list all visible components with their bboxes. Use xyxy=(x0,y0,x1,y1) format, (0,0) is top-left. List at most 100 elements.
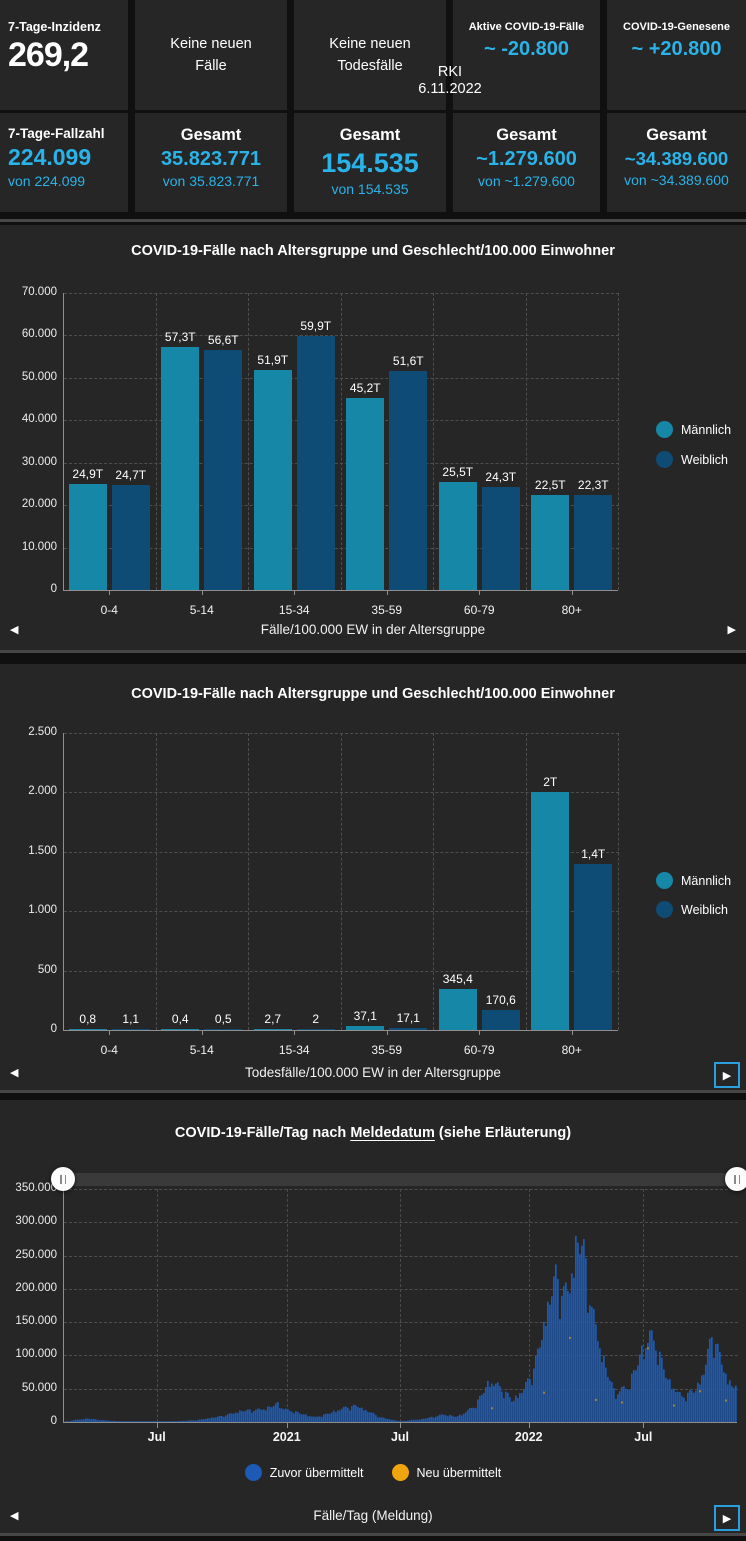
bar-weiblich[interactable] xyxy=(574,863,613,1030)
case-bar[interactable] xyxy=(693,1392,695,1422)
case-bar[interactable] xyxy=(243,1411,245,1423)
case-bar[interactable] xyxy=(555,1264,557,1423)
case-bar[interactable] xyxy=(417,1419,419,1422)
case-bar[interactable] xyxy=(333,1410,335,1422)
case-bar[interactable] xyxy=(187,1420,189,1422)
case-bar[interactable] xyxy=(353,1404,355,1422)
case-bar[interactable] xyxy=(653,1340,655,1422)
case-bar[interactable] xyxy=(371,1412,373,1423)
bar-weiblich[interactable] xyxy=(296,1029,335,1030)
case-bar[interactable] xyxy=(233,1413,235,1422)
case-bar[interactable] xyxy=(81,1419,83,1422)
case-bar[interactable] xyxy=(299,1413,301,1422)
case-bar[interactable] xyxy=(115,1421,117,1422)
case-bar[interactable] xyxy=(615,1398,617,1422)
case-bar[interactable] xyxy=(485,1387,487,1422)
case-bar[interactable] xyxy=(349,1410,351,1422)
case-bar[interactable] xyxy=(411,1419,413,1422)
case-bar[interactable] xyxy=(545,1326,547,1422)
case-bar[interactable] xyxy=(595,1324,597,1422)
case-bar[interactable] xyxy=(177,1421,179,1422)
case-bar[interactable] xyxy=(493,1385,495,1422)
case-bar[interactable] xyxy=(727,1384,729,1423)
case-bar[interactable] xyxy=(291,1411,293,1422)
case-bar[interactable] xyxy=(323,1414,325,1422)
case-bar[interactable] xyxy=(687,1392,689,1422)
bar-weiblich[interactable] xyxy=(389,371,428,590)
case-bar[interactable] xyxy=(219,1415,221,1422)
case-bar[interactable] xyxy=(225,1415,227,1423)
bar-maennlich[interactable] xyxy=(161,346,200,590)
case-bar[interactable] xyxy=(277,1402,279,1422)
case-bar[interactable] xyxy=(127,1421,129,1422)
case-bar[interactable] xyxy=(359,1408,361,1422)
case-bar[interactable] xyxy=(111,1421,113,1422)
case-bar[interactable] xyxy=(471,1408,473,1422)
case-bar[interactable] xyxy=(385,1418,387,1422)
case-bar[interactable] xyxy=(431,1416,433,1422)
case-bar[interactable] xyxy=(527,1378,529,1422)
case-bar[interactable] xyxy=(283,1409,285,1422)
case-bar[interactable] xyxy=(393,1420,395,1422)
bar-weiblich[interactable] xyxy=(204,1029,243,1030)
case-bar[interactable] xyxy=(729,1380,731,1422)
case-bar[interactable] xyxy=(181,1421,183,1422)
case-bar[interactable] xyxy=(605,1367,607,1422)
case-bar[interactable] xyxy=(321,1416,323,1422)
case-bar[interactable] xyxy=(641,1345,643,1422)
legend-item-neu[interactable]: Neu übermittelt xyxy=(391,1464,501,1481)
case-bar[interactable] xyxy=(639,1354,641,1422)
case-bar[interactable] xyxy=(619,1391,621,1422)
case-bar[interactable] xyxy=(259,1408,261,1422)
case-bar[interactable] xyxy=(577,1242,579,1422)
case-bar[interactable] xyxy=(85,1418,87,1422)
case-bar[interactable] xyxy=(267,1406,269,1422)
case-bar[interactable] xyxy=(515,1395,517,1422)
case-bar[interactable] xyxy=(317,1416,319,1423)
case-bar[interactable] xyxy=(719,1352,721,1422)
case-bar[interactable] xyxy=(297,1412,299,1422)
case-bar[interactable] xyxy=(695,1390,697,1422)
bar-weiblich[interactable] xyxy=(481,1009,520,1030)
case-bar[interactable] xyxy=(457,1416,459,1422)
case-bar[interactable] xyxy=(131,1421,133,1422)
legend-item-maennlich[interactable]: Männlich xyxy=(656,421,731,438)
case-bar[interactable] xyxy=(387,1419,389,1422)
case-bar[interactable] xyxy=(135,1421,137,1422)
case-bar[interactable] xyxy=(343,1406,345,1422)
case-bar[interactable] xyxy=(697,1382,699,1422)
case-bar[interactable] xyxy=(453,1416,455,1422)
case-bar[interactable] xyxy=(487,1380,489,1422)
case-bar[interactable] xyxy=(105,1420,107,1422)
case-bar[interactable] xyxy=(635,1370,637,1422)
bar-maennlich[interactable] xyxy=(68,1029,107,1030)
case-bar[interactable] xyxy=(319,1416,321,1423)
case-bar[interactable] xyxy=(581,1245,583,1422)
case-bar[interactable] xyxy=(287,1409,289,1422)
case-bar[interactable] xyxy=(507,1392,509,1422)
case-bar[interactable] xyxy=(617,1394,619,1422)
case-bar[interactable] xyxy=(173,1421,175,1422)
title-link[interactable]: Meldedatum xyxy=(350,1125,435,1141)
case-bar[interactable] xyxy=(455,1416,457,1422)
case-bar[interactable] xyxy=(585,1258,587,1422)
case-bar[interactable] xyxy=(513,1400,515,1422)
case-bar[interactable] xyxy=(699,1384,701,1423)
case-bar[interactable] xyxy=(373,1413,375,1422)
case-bar[interactable] xyxy=(117,1421,119,1422)
case-bar[interactable] xyxy=(597,1341,599,1422)
case-bar[interactable] xyxy=(557,1279,559,1422)
case-bar[interactable] xyxy=(263,1409,265,1423)
case-bar[interactable] xyxy=(149,1421,151,1422)
case-bar[interactable] xyxy=(139,1421,141,1422)
case-bar[interactable] xyxy=(663,1369,665,1422)
case-bar[interactable] xyxy=(217,1416,219,1422)
bar-maennlich[interactable] xyxy=(531,494,570,590)
case-bar[interactable] xyxy=(119,1421,121,1422)
case-bar[interactable] xyxy=(157,1421,159,1422)
case-bar[interactable] xyxy=(389,1419,391,1422)
case-bar[interactable] xyxy=(607,1377,609,1422)
case-bar[interactable] xyxy=(603,1355,605,1423)
case-bar[interactable] xyxy=(679,1392,681,1422)
case-bar[interactable] xyxy=(391,1419,393,1422)
